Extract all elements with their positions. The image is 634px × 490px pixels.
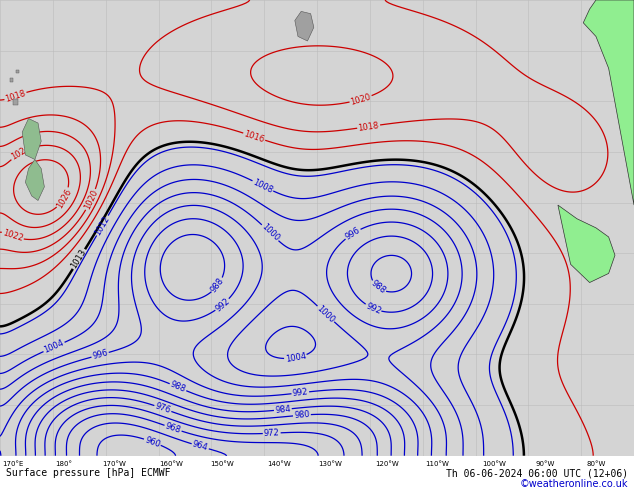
Text: 130°W: 130°W xyxy=(318,461,342,466)
Polygon shape xyxy=(295,11,314,41)
Polygon shape xyxy=(25,160,44,200)
Text: 984: 984 xyxy=(275,404,291,415)
Text: 988: 988 xyxy=(169,380,187,394)
Text: 180°: 180° xyxy=(55,461,72,466)
Text: 1026: 1026 xyxy=(55,187,74,210)
Text: 170°W: 170°W xyxy=(102,461,126,466)
Text: 1008: 1008 xyxy=(251,177,275,195)
Text: 150°W: 150°W xyxy=(210,461,234,466)
Polygon shape xyxy=(13,99,18,105)
Text: 1012: 1012 xyxy=(93,214,112,237)
Text: 968: 968 xyxy=(164,421,182,435)
Text: 988: 988 xyxy=(369,279,387,296)
Text: 1020: 1020 xyxy=(82,188,100,211)
Text: 1000: 1000 xyxy=(259,222,281,243)
Text: 1013: 1013 xyxy=(70,248,88,270)
Text: 1022: 1022 xyxy=(1,228,24,244)
Text: 140°W: 140°W xyxy=(267,461,291,466)
Text: 960: 960 xyxy=(143,435,162,449)
Polygon shape xyxy=(16,70,19,73)
Polygon shape xyxy=(22,119,41,160)
Text: 110°W: 110°W xyxy=(425,461,450,466)
Text: 964: 964 xyxy=(191,440,209,453)
Text: 1018: 1018 xyxy=(4,89,27,103)
Text: 1020: 1020 xyxy=(349,92,372,106)
Text: Th 06-06-2024 06:00 UTC (12+06): Th 06-06-2024 06:00 UTC (12+06) xyxy=(446,468,628,478)
Text: 100°W: 100°W xyxy=(482,461,507,466)
Text: 1000: 1000 xyxy=(315,303,337,324)
Polygon shape xyxy=(583,0,634,205)
Text: 170°E: 170°E xyxy=(2,461,23,466)
Text: 996: 996 xyxy=(344,226,362,242)
Text: 120°W: 120°W xyxy=(375,461,399,466)
Text: 992: 992 xyxy=(292,388,309,398)
Text: 976: 976 xyxy=(154,402,172,416)
Text: Surface pressure [hPa] ECMWF: Surface pressure [hPa] ECMWF xyxy=(6,468,171,478)
Text: 992: 992 xyxy=(365,301,382,316)
Text: 972: 972 xyxy=(264,428,280,438)
Text: 90°W: 90°W xyxy=(536,461,555,466)
Polygon shape xyxy=(558,205,615,283)
Text: 1004: 1004 xyxy=(42,339,65,355)
Text: ©weatheronline.co.uk: ©weatheronline.co.uk xyxy=(519,479,628,489)
Text: 80°W: 80°W xyxy=(586,461,605,466)
Text: 1016: 1016 xyxy=(243,129,266,144)
Text: 992: 992 xyxy=(214,296,231,313)
Text: 1024: 1024 xyxy=(10,144,32,162)
Text: 160°W: 160°W xyxy=(159,461,183,466)
Text: 988: 988 xyxy=(209,276,226,294)
Polygon shape xyxy=(10,78,13,82)
Text: 980: 980 xyxy=(294,410,310,420)
Text: 996: 996 xyxy=(91,348,109,361)
Text: 1004: 1004 xyxy=(285,351,307,364)
Text: 1018: 1018 xyxy=(358,121,380,132)
